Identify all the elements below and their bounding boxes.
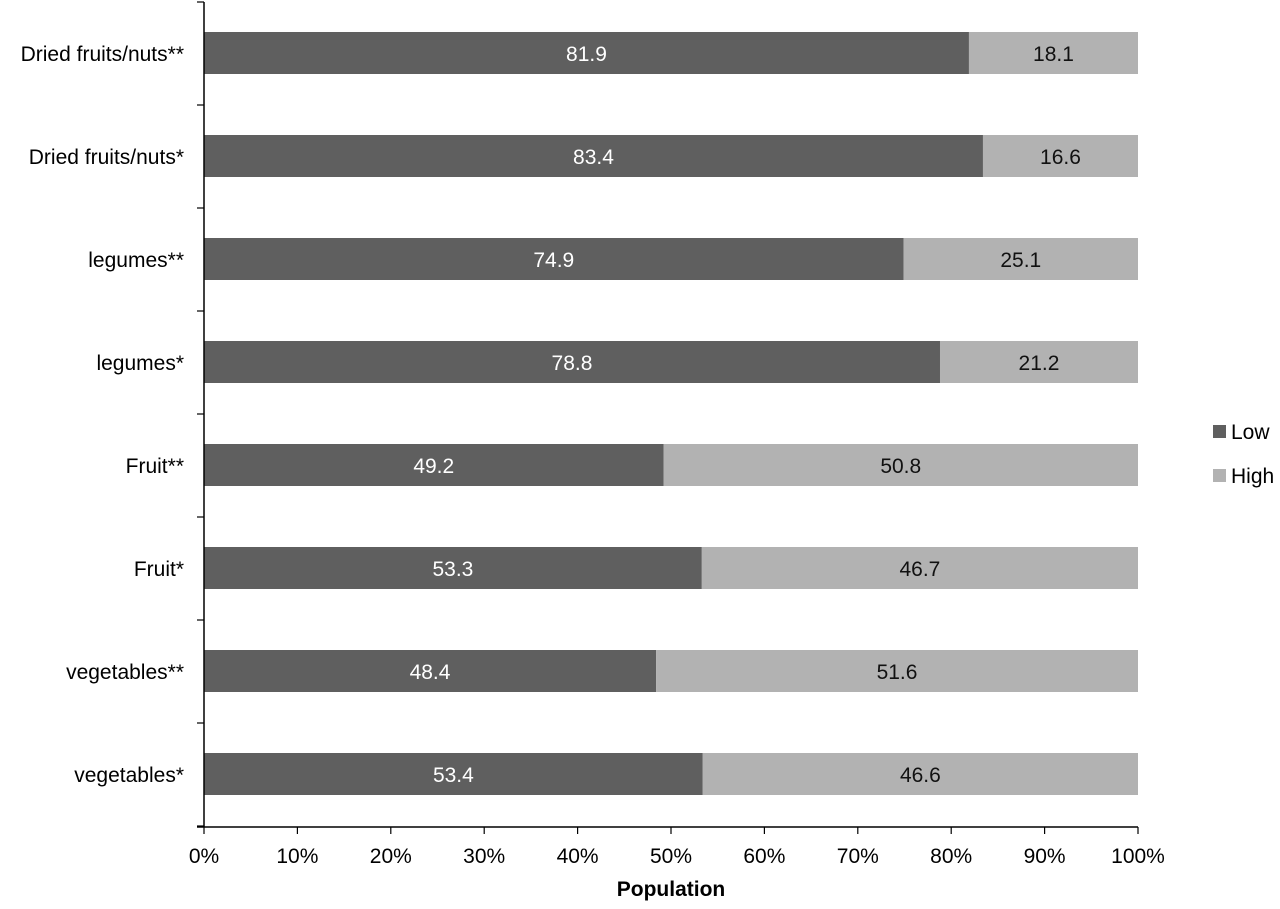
data-label: 16.6 — [1040, 146, 1081, 169]
data-label: 46.6 — [900, 764, 941, 787]
x-tick-label: 40% — [557, 845, 599, 868]
data-label: 74.9 — [533, 249, 574, 272]
legend-swatch-low — [1213, 425, 1226, 438]
x-tick-label: 20% — [370, 845, 412, 868]
data-label: 48.4 — [410, 661, 451, 684]
legend-swatch-high — [1213, 469, 1226, 482]
x-tick-label: 30% — [463, 845, 505, 868]
bar-low — [204, 650, 657, 692]
x-tick-label: 50% — [650, 845, 692, 868]
y-tick-label: legumes* — [96, 352, 184, 375]
y-tick-label: legumes** — [88, 249, 184, 272]
y-tick-label: vegetables** — [66, 661, 184, 684]
x-tick-label: 80% — [930, 845, 972, 868]
bar-low — [204, 238, 904, 280]
bar-low — [204, 547, 702, 589]
y-tick-label: Dried fruits/nuts** — [21, 43, 184, 66]
bar-low — [204, 341, 940, 383]
bar-low — [204, 753, 703, 795]
legend-label-high: High — [1231, 465, 1274, 488]
bar-high — [701, 547, 1138, 589]
data-label: 18.1 — [1033, 43, 1074, 66]
x-tick-label: 70% — [837, 845, 879, 868]
data-label: 49.2 — [413, 455, 454, 478]
data-label: 50.8 — [880, 455, 921, 478]
data-label: 81.9 — [566, 43, 607, 66]
x-tick-label: 0% — [189, 845, 219, 868]
data-label: 51.6 — [877, 661, 918, 684]
data-label: 46.7 — [899, 558, 940, 581]
bar-high — [656, 650, 1138, 692]
bar-high — [968, 32, 1138, 74]
bar-high — [702, 753, 1138, 795]
data-label: 53.3 — [432, 558, 473, 581]
legend-label-low: Low — [1231, 421, 1270, 444]
y-tick-label: Fruit* — [134, 558, 184, 581]
bar-high — [903, 238, 1138, 280]
data-label: 25.1 — [1000, 249, 1041, 272]
bar-high — [939, 341, 1138, 383]
y-tick-label: Fruit** — [126, 455, 184, 478]
x-tick-label: 10% — [276, 845, 318, 868]
data-label: 21.2 — [1019, 352, 1060, 375]
bar-low — [204, 135, 983, 177]
bar-high — [663, 444, 1138, 486]
bar-low — [204, 444, 664, 486]
x-axis-title: Population — [617, 878, 726, 901]
bar-high — [982, 135, 1138, 177]
x-tick-label: 100% — [1111, 845, 1165, 868]
data-label: 53.4 — [433, 764, 474, 787]
y-tick-label: Dried fruits/nuts* — [29, 146, 184, 169]
data-label: 83.4 — [573, 146, 614, 169]
x-tick-label: 60% — [743, 845, 785, 868]
y-tick-label: vegetables* — [74, 764, 184, 787]
x-tick-label: 90% — [1024, 845, 1066, 868]
data-label: 78.8 — [552, 352, 593, 375]
bar-low — [204, 32, 969, 74]
